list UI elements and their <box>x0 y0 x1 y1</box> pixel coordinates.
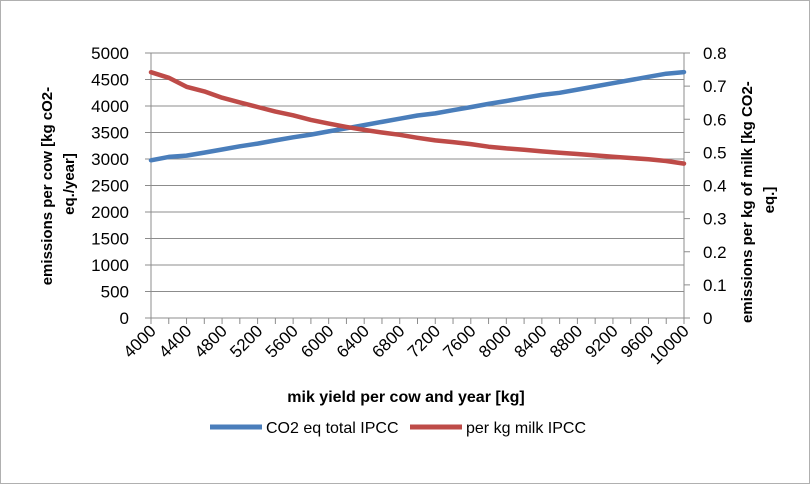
left-y-tick-label: 3000 <box>91 150 129 169</box>
right-y-axis-title: emissions per kg of milk [kg CO2- eq.] <box>739 77 778 323</box>
right-y-tick-label: 0.4 <box>703 177 727 196</box>
series-line-per-kg-milk <box>148 69 687 166</box>
right-y-tick-labels: 0 0.1 0.2 0.3 0.4 0.5 0.6 0.7 0.8 <box>703 44 727 328</box>
left-y-tick-label: 0 <box>120 309 129 328</box>
legend-label-co2-total: CO2 eq total IPCC <box>266 420 399 437</box>
left-y-tick-label: 4500 <box>91 71 129 90</box>
left-y-tick-label: 5000 <box>91 44 129 63</box>
left-y-tick-label: 500 <box>101 283 129 302</box>
left-y-axis-title-line2: eq./year] <box>61 153 78 215</box>
left-y-tick-label: 1500 <box>91 230 129 249</box>
left-y-axis-title: emissions per cow [kg cO2- eq./year] <box>39 83 78 286</box>
x-axis-title: mik yield per cow and year [kg] <box>287 389 524 406</box>
series-line-co2-total <box>148 69 687 163</box>
x-tick-label: 7200 <box>404 321 444 361</box>
right-y-tick-label: 0.5 <box>703 143 727 162</box>
x-tick-label: 4800 <box>191 321 231 361</box>
left-y-tick-label: 3500 <box>91 124 129 143</box>
right-y-tick-label: 0.7 <box>703 77 727 96</box>
left-y-tick-label: 2000 <box>91 203 129 222</box>
right-y-tick-label: 0 <box>703 309 712 328</box>
series-lines <box>148 69 687 166</box>
x-tick-label: 6400 <box>333 321 373 361</box>
gridlines <box>151 52 684 292</box>
x-tick-labels: 4000440048005200560060006400680072007600… <box>120 321 693 368</box>
x-tick-label: 4400 <box>155 321 195 361</box>
x-tick-label: 9200 <box>582 321 622 361</box>
right-y-tick-label: 0.1 <box>703 276 727 295</box>
x-tick-label: 8800 <box>546 321 586 361</box>
right-y-tick-label: 0.2 <box>703 243 727 262</box>
axes <box>145 52 690 324</box>
left-y-tick-label: 4000 <box>91 97 129 116</box>
right-y-tick-label: 0.3 <box>703 210 727 229</box>
right-y-axis-title-line1: emissions per kg of milk [kg CO2- <box>739 81 756 323</box>
x-tick-label: 10000 <box>646 321 693 368</box>
left-y-tick-label: 2500 <box>91 177 129 196</box>
x-tick-label: 6800 <box>368 321 408 361</box>
right-y-tick-label: 0.6 <box>703 110 727 129</box>
legend: CO2 eq total IPCC per kg milk IPCC <box>210 420 586 437</box>
left-y-tick-labels: 0 500 1000 1500 2000 2500 3000 3500 4000 4500 5000 <box>91 44 129 328</box>
right-y-axis-title-line2: eq.] <box>761 187 778 214</box>
x-tick-label: 8400 <box>511 321 551 361</box>
x-tick-label: 8000 <box>475 321 515 361</box>
left-y-axis-title-line1: emissions per cow [kg cO2- <box>39 87 56 285</box>
x-tick-label: 5200 <box>226 321 266 361</box>
legend-label-per-kg-milk: per kg milk IPCC <box>466 420 586 437</box>
x-tick-label: 7600 <box>439 321 479 361</box>
right-y-tick-label: 0.8 <box>703 44 727 63</box>
x-tick-label: 6000 <box>297 321 337 361</box>
x-tick-label: 5600 <box>262 321 302 361</box>
left-y-tick-label: 1000 <box>91 256 129 275</box>
